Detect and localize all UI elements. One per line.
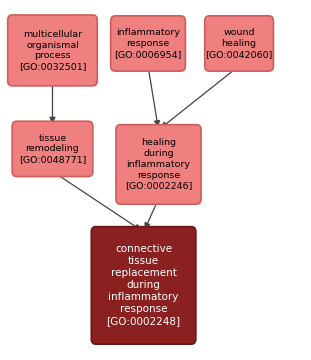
Text: connective
tissue
replacement
during
inflammatory
response
[GO:0002248]: connective tissue replacement during inf…	[106, 244, 181, 327]
FancyBboxPatch shape	[8, 15, 97, 86]
Text: inflammatory
response
[GO:0006954]: inflammatory response [GO:0006954]	[114, 28, 182, 59]
FancyBboxPatch shape	[12, 121, 93, 176]
FancyBboxPatch shape	[116, 125, 201, 204]
Text: wound
healing
[GO:0042060]: wound healing [GO:0042060]	[205, 28, 273, 59]
FancyBboxPatch shape	[205, 16, 273, 71]
Text: healing
during
inflammatory
response
[GO:0002246]: healing during inflammatory response [GO…	[125, 139, 192, 190]
Text: multicellular
organismal
process
[GO:0032501]: multicellular organismal process [GO:003…	[19, 30, 86, 71]
Text: tissue
remodeling
[GO:0048771]: tissue remodeling [GO:0048771]	[19, 134, 86, 164]
FancyBboxPatch shape	[111, 16, 185, 71]
FancyBboxPatch shape	[91, 227, 196, 344]
